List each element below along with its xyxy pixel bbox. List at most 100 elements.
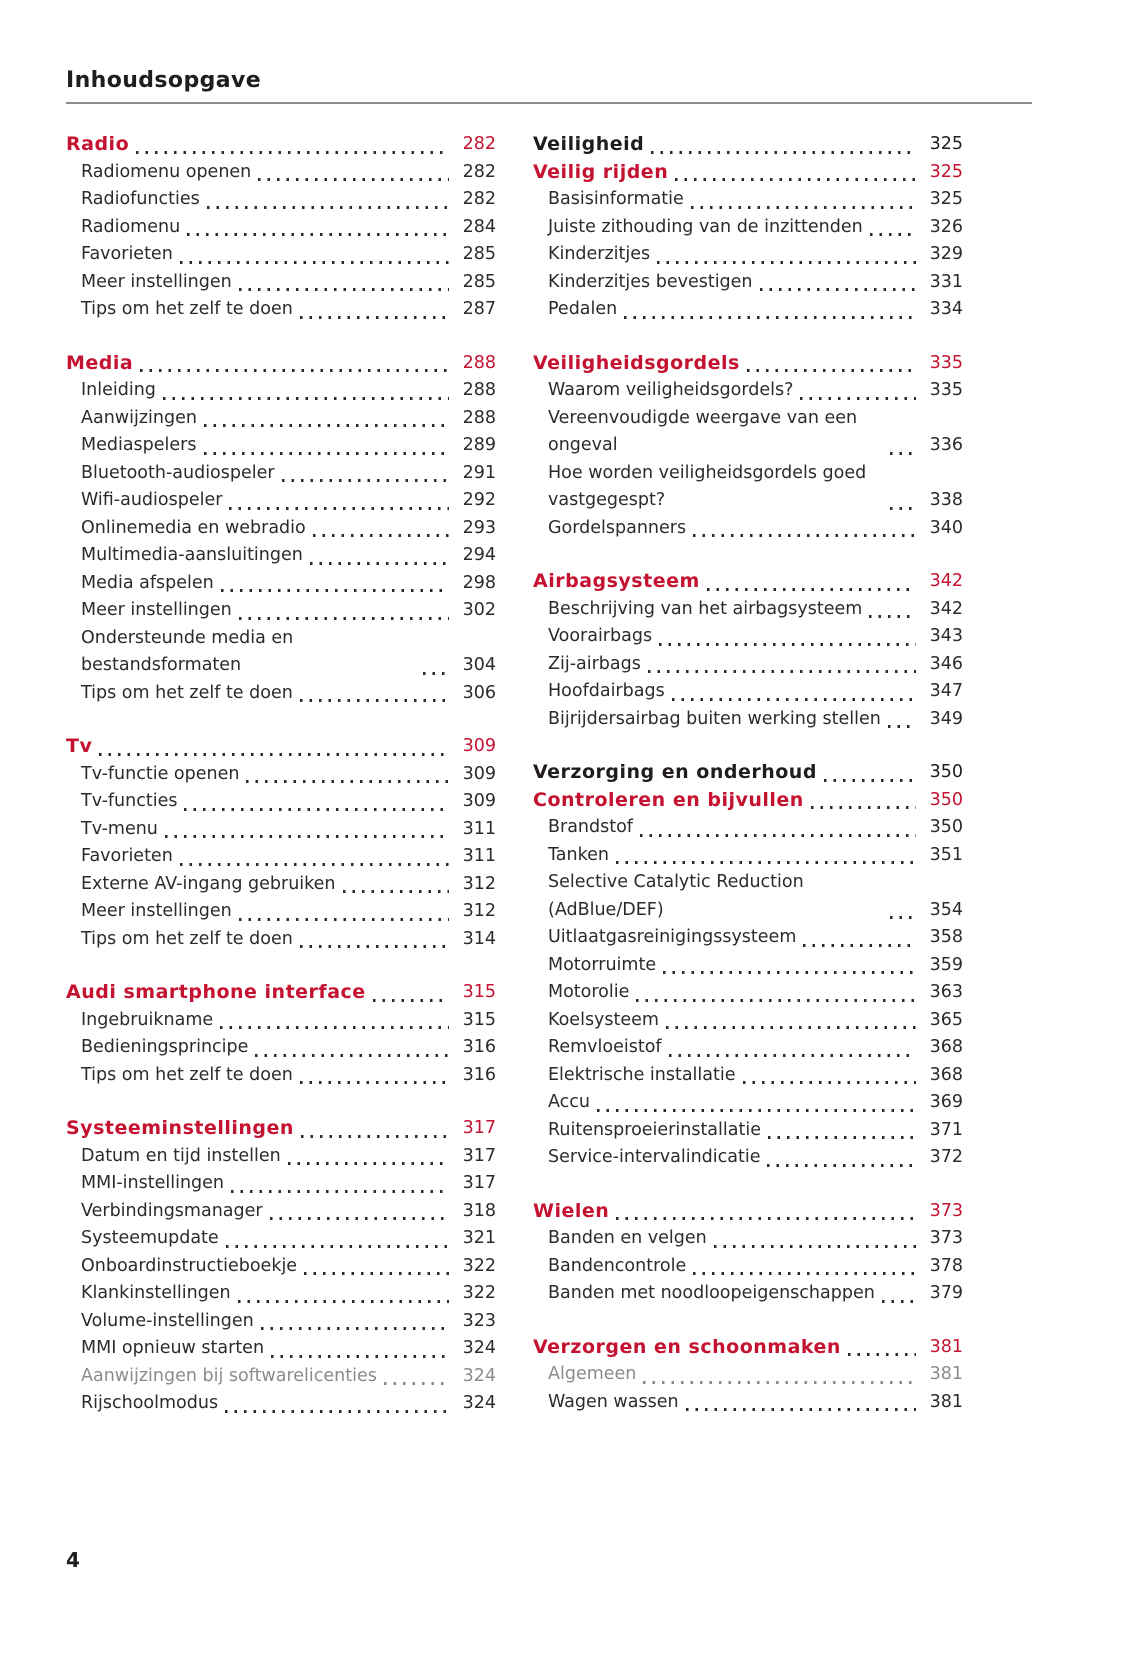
toc-heading[interactable]: Systeeminstellingen 317 [66,1115,496,1143]
toc-heading[interactable]: Veiligheidsgordels 335 [533,350,963,378]
toc-entry[interactable]: Rijschoolmodus 324 [66,1390,496,1418]
toc-entry[interactable]: Hoe worden veiligheidsgordels goed vastg… [533,460,963,515]
toc-heading[interactable]: Tv 309 [66,733,496,761]
dot-leader [616,1217,916,1220]
toc-entry[interactable]: Radiomenu 284 [66,214,496,242]
entry-label: Aanwijzingen [81,407,197,428]
toc-entry[interactable]: Favorieten 311 [66,843,496,871]
dot-leader [372,998,449,1002]
toc-entry[interactable]: Bijrijdersairbag buiten werking stellen 3… [533,706,963,734]
toc-entry[interactable]: Tips om het zelf te doen 287 [66,296,496,324]
toc-entry[interactable]: Volume-instellingen 323 [66,1308,496,1336]
dot-leader [162,396,449,400]
toc-heading[interactable]: Radio 282 [66,131,496,159]
toc-entry[interactable]: Datum en tijd instellen 317 [66,1143,496,1171]
entry-label: Veilig rijden [533,160,669,183]
toc-entry[interactable]: Tips om het zelf te doen 316 [66,1062,496,1090]
entry-label: Bluetooth-audiospeler [81,462,275,483]
toc-entry[interactable]: Gordelspanners 340 [533,515,963,543]
toc-entry[interactable]: Service-intervalindicatie 372 [533,1144,963,1172]
toc-entry[interactable]: Waarom veiligheidsgordels? 335 [533,377,963,405]
toc-entry[interactable]: Tv-menu 311 [66,816,496,844]
entry-page: 338 [929,490,963,510]
toc-entry[interactable]: Onboardinstructieboekje 322 [66,1253,496,1281]
toc-entry[interactable]: Hoofdairbags 347 [533,678,963,706]
toc-entry[interactable]: Remvloeistof 368 [533,1034,963,1062]
toc-entry[interactable]: Brandstof 350 [533,814,963,842]
toc-entry[interactable]: Zij-airbags 346 [533,651,963,679]
toc-entry[interactable]: Klankinstellingen 322 [66,1280,496,1308]
toc-entry[interactable]: Onlinemedia en webradio 293 [66,515,496,543]
toc-entry[interactable]: Algemeen 381 [533,1361,963,1389]
toc-column: Veiligheid 325 Veilig rijden 325 Basisinform… [533,131,963,1418]
toc-entry[interactable]: Bandencontrole 378 [533,1253,963,1281]
toc-entry[interactable]: Ingebruikname 315 [66,1007,496,1035]
toc-entry[interactable]: Mediaspelers 289 [66,432,496,460]
toc-entry[interactable]: Bedieningsprincipe 316 [66,1034,496,1062]
toc-entry[interactable]: Elektrische installatie 368 [533,1062,963,1090]
toc-entry[interactable]: Systeemupdate 321 [66,1225,496,1253]
toc-entry[interactable]: Motorruimte 359 [533,952,963,980]
toc-heading[interactable]: Media 288 [66,350,496,378]
toc-entry[interactable]: Aanwijzingen 288 [66,405,496,433]
entry-page: 309 [462,763,496,784]
toc-entry[interactable]: Beschrijving van het airbagsysteem 342 [533,596,963,624]
toc-column: Radio 282 Radiomenu openen 282 Radiofuncties… [66,131,496,1418]
toc-entry[interactable]: Media afspelen 298 [66,570,496,598]
toc-entry[interactable]: Aanwijzingen bij softwarelicenties 324 [66,1363,496,1391]
toc-entry[interactable]: Multimedia-aansluitingen 294 [66,542,496,570]
toc-entry[interactable]: Tanken 351 [533,842,963,870]
toc-entry[interactable]: Banden met noodloopeigenschappen 379 [533,1280,963,1308]
toc-entry[interactable]: Kinderzitjes 329 [533,241,963,269]
dot-leader [659,642,916,646]
entry-label: Multimedia-aansluitingen [81,545,303,565]
toc-entry[interactable]: Ondersteunde media en bestandsformaten 30… [66,625,496,680]
toc-entry[interactable]: Voorairbags 343 [533,623,963,651]
toc-entry[interactable]: Meer instellingen 285 [66,269,496,297]
toc-entry[interactable]: Motorolie 363 [533,979,963,1007]
toc-entry[interactable]: Tv-functie openen 309 [66,761,496,789]
toc-heading[interactable]: Airbagsysteem 342 [533,568,963,596]
toc-entry[interactable]: Tips om het zelf te doen 306 [66,680,496,708]
toc-entry[interactable]: Wagen wassen 381 [533,1389,963,1417]
toc-entry[interactable]: Favorieten 285 [66,241,496,269]
toc-heading[interactable]: Audi smartphone interface 315 [66,979,496,1007]
toc-entry[interactable]: Inleiding 288 [66,377,496,405]
toc-entry[interactable]: Juiste zithouding van de inzittenden 326 [533,214,963,242]
dot-leader [713,1244,916,1248]
toc-entry[interactable]: Verbindingsmanager 318 [66,1198,496,1226]
toc-entry[interactable]: Tv-functies 309 [66,788,496,816]
toc-entry[interactable]: Accu 369 [533,1089,963,1117]
toc-section: Audi smartphone interface 315 Ingebruiknam… [66,979,496,1089]
entry-page: 302 [462,600,496,620]
toc-entry[interactable]: Vereenvoudigde weergave van een ongeval 3… [533,405,963,460]
entry-page: 326 [929,216,963,237]
toc-heading[interactable]: Wielen 373 [533,1198,963,1226]
toc-entry[interactable]: Ruitensproeierinstallatie 371 [533,1117,963,1145]
toc-entry[interactable]: Meer instellingen 302 [66,597,496,625]
toc-entry[interactable]: Selective Catalytic Reduction (AdBlue/​D… [533,869,963,924]
toc-entry[interactable]: Pedalen 334 [533,296,963,324]
toc-heading[interactable]: Verzorgen en schoonmaken 381 [533,1334,963,1362]
toc-heading[interactable]: Controleren en bijvullen 350 [533,787,963,815]
toc-entry[interactable]: Meer instellingen 312 [66,898,496,926]
toc-entry[interactable]: Bluetooth-audiospeler 291 [66,460,496,488]
toc-entry[interactable]: Uitlaatgasreinigingssysteem 358 [533,924,963,952]
toc-entry[interactable]: MMI-instellingen 317 [66,1170,496,1198]
toc-entry[interactable]: Radiofuncties 282 [66,186,496,214]
toc-entry[interactable]: Basisinformatie 325 [533,186,963,214]
entry-label: Favorieten [81,846,173,866]
toc-entry[interactable]: Kinderzitjes bevestigen 331 [533,269,963,297]
toc-entry[interactable]: MMI opnieuw starten 324 [66,1335,496,1363]
toc-heading[interactable]: Verzorging en onderhoud 350 [533,759,963,787]
toc-entry[interactable]: Koelsysteem 365 [533,1007,963,1035]
dot-leader [803,943,916,947]
toc-entry[interactable]: Radiomenu openen 282 [66,159,496,187]
toc-entry[interactable]: Banden en velgen 373 [533,1225,963,1253]
toc-heading[interactable]: Veiligheid 325 [533,131,963,159]
entry-label: Beschrijving van het airbagsysteem [548,598,863,619]
toc-heading[interactable]: Veilig rijden 325 [533,159,963,187]
toc-entry[interactable]: Tips om het zelf te doen 314 [66,926,496,954]
toc-entry[interactable]: Externe AV-ingang gebruiken 312 [66,871,496,899]
toc-entry[interactable]: Wifi-audiospeler 292 [66,487,496,515]
